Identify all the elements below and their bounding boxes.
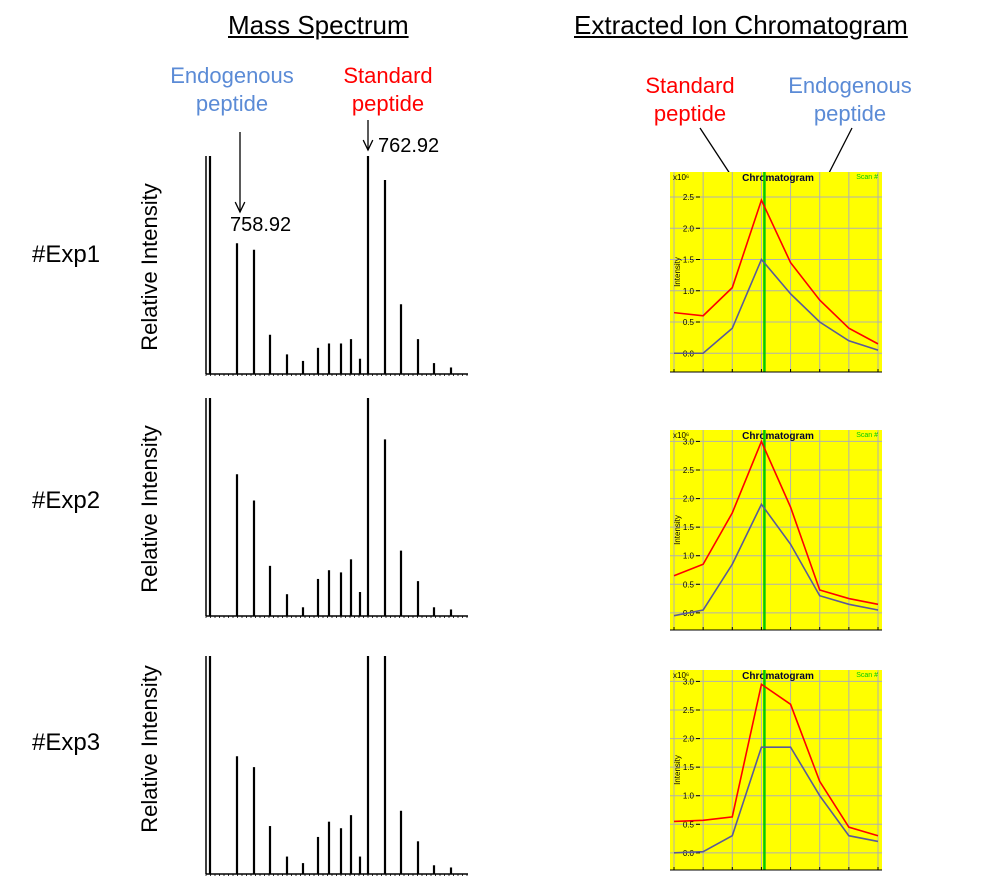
mass-spectrum-exp3 (205, 656, 468, 876)
mass-spectrum-title: Mass Spectrum (228, 10, 409, 40)
y-tick-label: 0.5 (683, 580, 695, 589)
standard-series-line (673, 682, 879, 837)
y-tick-label: 0.5 (683, 820, 695, 829)
ms-endogenous-mz: 758.92 (230, 214, 292, 236)
y-tick-label: 2.5 (683, 706, 695, 715)
y-exponent-label: x10⁶ (673, 173, 689, 182)
chromatogram-title: Chromatogram (742, 173, 814, 184)
xic-chart-exp1: 0.00.51.01.52.02.5x10⁶IntensityChromatog… (670, 172, 882, 373)
y-tick-label: 1.0 (683, 792, 695, 801)
standard-series-line (673, 197, 879, 345)
y-tick-label: 2.0 (683, 224, 695, 233)
y-axis-label: Intensity (673, 755, 682, 785)
y-tick-label: 0.5 (683, 318, 695, 327)
y-tick-label: 1.0 (683, 552, 695, 561)
row-label-exp2: #Exp2 (32, 487, 101, 514)
ms-endogenous-arrow-head (234, 201, 246, 214)
scan-label: Scan # (856, 174, 878, 181)
y-tick-label: 2.0 (683, 495, 695, 504)
y-tick-label: 3.0 (683, 677, 695, 686)
xic-title: Extracted Ion Chromatogram (574, 10, 908, 40)
endogenous-series-line (673, 502, 879, 617)
scan-label: Scan # (856, 672, 878, 679)
y-exponent-label: x10⁶ (673, 431, 689, 440)
ms-standard-arrow-head (362, 139, 374, 152)
xic-standard-annotation: Standard peptide (645, 73, 735, 126)
endogenous-series-line (673, 746, 879, 854)
chromatogram-title: Chromatogram (742, 431, 814, 442)
endogenous-series-line (674, 257, 879, 355)
y-axis-label: Intensity (673, 257, 682, 287)
row-label-exp1: #Exp1 (32, 241, 101, 268)
y-exponent-label: x10⁶ (673, 671, 689, 680)
y-tick-label: 2.5 (683, 193, 695, 202)
chromatogram-title: Chromatogram (742, 671, 814, 682)
ms-endogenous-annotation: Endogenous peptide (170, 63, 294, 116)
mass-spectrum-exp2 (205, 398, 468, 618)
plot-background (670, 430, 882, 630)
y-axis-label: Intensity (673, 515, 682, 545)
ms-standard-annotation: Standard peptide (343, 63, 433, 116)
y-tick-label: 2.5 (683, 466, 695, 475)
xic-chart-exp2: 0.00.51.01.52.02.53.0x10⁶IntensityChroma… (670, 430, 882, 631)
y-tick-label: 0.0 (683, 849, 695, 858)
y-tick-label: 3.0 (683, 437, 695, 446)
y-tick-label: 1.5 (683, 763, 695, 772)
y-tick-label: 2.0 (683, 735, 695, 744)
mass-spectrum-exp1 (205, 156, 468, 376)
row-label-exp3: #Exp3 (32, 729, 101, 756)
plot-background (670, 670, 882, 870)
ms-standard-mz: 762.92 (378, 135, 440, 157)
y-tick-label: 1.5 (683, 256, 695, 265)
xic-endogenous-annotation: Endogenous peptide (788, 73, 912, 126)
scan-label: Scan # (856, 432, 878, 439)
y-tick-label: 1.5 (683, 523, 695, 532)
y-tick-label: 1.0 (683, 287, 695, 296)
standard-series-line (673, 439, 879, 606)
